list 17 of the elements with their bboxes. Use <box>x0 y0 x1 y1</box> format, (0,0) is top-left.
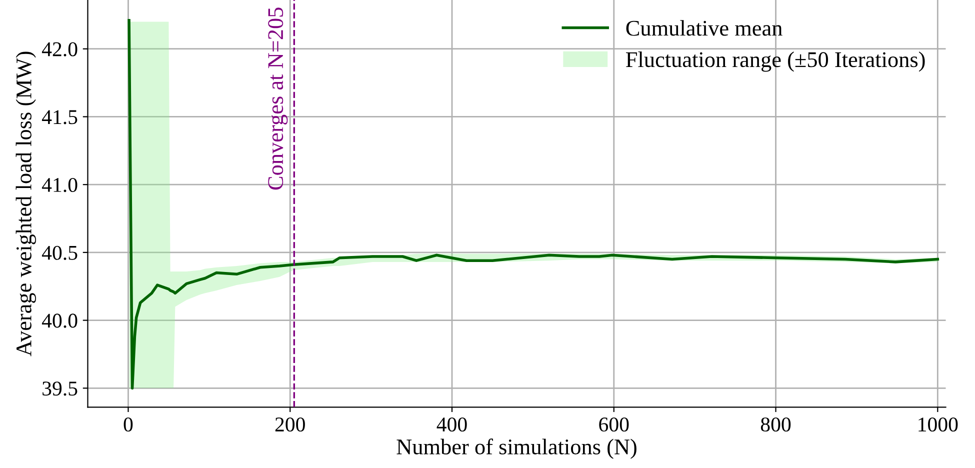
y-tick-label: 40.0 <box>42 314 78 328</box>
x-tick-label: 600 <box>599 417 629 432</box>
y-tick-label: 41.5 <box>42 110 78 124</box>
y-axis-title: Average weighted load loss (MW) <box>16 52 36 356</box>
legend-label: Cumulative mean <box>626 20 782 36</box>
y-tick-label: 40.5 <box>42 246 78 260</box>
x-tick-label: 1000 <box>918 417 958 432</box>
y-tick-label: 39.5 <box>42 382 78 396</box>
x-tick-label: 800 <box>760 417 791 432</box>
y-tick-label: 41.0 <box>42 178 78 192</box>
legend-label: Fluctuation range (±50 Iterations) <box>626 52 925 72</box>
x-tick-label: 200 <box>275 417 305 432</box>
x-axis-title: Number of simulations (N) <box>396 438 636 459</box>
y-tick-label: 42.0 <box>42 42 78 56</box>
x-tick-label: 0 <box>124 417 133 432</box>
ref-line-label: Converges at N=205 <box>268 8 288 190</box>
x-tick-label: 400 <box>436 417 467 432</box>
